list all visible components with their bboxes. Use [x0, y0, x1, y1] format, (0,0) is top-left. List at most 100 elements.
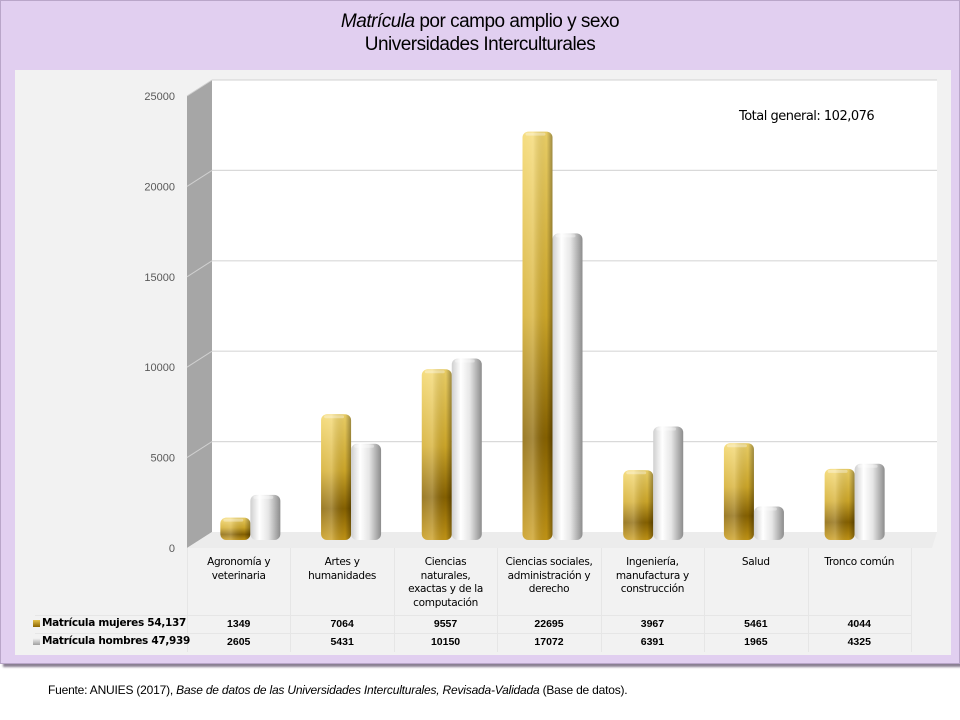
bar-hombres: [753, 506, 784, 540]
bar-mujeres-highlight: [827, 469, 848, 473]
chart-svg: 0 5000 10000 15000 20000 25000: [144, 79, 937, 555]
bar-hombres-body: [250, 494, 281, 540]
legend-label: Matrícula mujeres 54,137: [42, 617, 187, 629]
category-label-line: Ingeniería,: [626, 556, 679, 568]
table-col-divider: [704, 548, 706, 652]
category-label-line: administración y: [507, 569, 591, 582]
bar-mujeres-shade: [723, 443, 754, 540]
table-cell: 2605: [227, 636, 251, 648]
table-row-divider: [35, 615, 911, 616]
bar-mujeres-highlight: [626, 471, 647, 475]
bar-mujeres: [321, 414, 352, 540]
plot-area: 0 5000 10000 15000 20000 25000 Agronomía y vet…: [15, 70, 951, 655]
source-note: Fuente: ANUIES (2017), Base de datos de …: [48, 683, 628, 697]
table-cell: 5461: [744, 618, 768, 630]
y-tick-label: 25000: [144, 91, 175, 103]
source-suffix: (Base de datos).: [539, 683, 628, 697]
category-label: Agronomía y veterinaria: [187, 556, 290, 583]
category-label-line: computación: [413, 596, 478, 609]
y-tick-label: 10000: [144, 362, 175, 374]
category-label-line: construcción: [620, 583, 685, 595]
table-cell: 3967: [640, 618, 665, 630]
title-rest: por campo amplio y sexo: [414, 11, 620, 32]
gridline-side: [186, 441, 213, 459]
title-line2: Universidades Interculturales: [364, 34, 596, 55]
category-label-line: humanidades: [308, 569, 377, 582]
bar-mujeres-highlight: [726, 444, 747, 448]
category-label-line: manufactura y: [615, 569, 689, 582]
gridline-side: [186, 79, 213, 97]
bar-mujeres: [723, 443, 754, 540]
category-label-line: Artes y: [324, 556, 360, 568]
bar-mujeres-shade: [522, 131, 553, 540]
table-col-divider: [600, 548, 602, 652]
bar-mujeres: [623, 470, 654, 540]
bar-mujeres-shade: [623, 470, 654, 540]
category-label: Ciencias sociales, administración y derech…: [497, 556, 600, 597]
table-cell: 1965: [744, 636, 768, 648]
bar-hombres-highlight: [253, 495, 274, 499]
bar-mujeres-shade: [321, 414, 352, 540]
bar-mujeres-highlight: [525, 132, 546, 136]
legend-label: Matrícula hombres 47,939: [42, 635, 191, 647]
bar-hombres-body: [653, 426, 684, 540]
legend-mujeres: Matrícula mujeres 54,137: [33, 617, 186, 629]
gridline-side: [186, 169, 213, 187]
bar-hombres-highlight: [756, 507, 777, 511]
bar-hombres: [351, 443, 382, 540]
table-cell: 22695: [534, 618, 564, 630]
table-col-divider: [393, 548, 395, 652]
category-label: Tronco común: [808, 556, 911, 570]
y-tick-label: 5000: [151, 453, 175, 465]
chart-title: Matrícula por campo amplio y sexo Univer…: [0, 10, 960, 56]
y-tick-label: 20000: [144, 181, 175, 193]
total-label: Total general: 102,076: [739, 109, 875, 124]
bar-hombres-body: [753, 506, 784, 540]
bar-hombres: [451, 358, 482, 540]
bar-mujeres: [824, 468, 855, 540]
legend-swatch: [33, 637, 40, 645]
category-label-line: veterinaria: [211, 569, 266, 582]
source-prefix: Fuente: ANUIES (2017),: [48, 683, 177, 697]
bar-mujeres-shade: [824, 468, 855, 540]
bar-mujeres-highlight: [424, 370, 445, 374]
y-axis-ticks: 0 5000 10000 15000 20000 25000: [144, 91, 175, 555]
bar-hombres-highlight: [857, 464, 878, 468]
category-label-line: derecho: [528, 583, 570, 595]
bar-mujeres: [220, 517, 251, 540]
bar-hombres: [854, 463, 885, 540]
legend-hombres: Matrícula hombres 47,939: [33, 635, 190, 647]
table-col-divider: [290, 548, 292, 652]
category-label: Ingeniería, manufactura y construcción: [601, 556, 704, 597]
category-label: Salud: [704, 556, 807, 570]
table-row-divider: [35, 633, 911, 634]
category-label-line: Agronomía y: [207, 556, 271, 568]
category-label-line: naturales,: [420, 569, 471, 582]
table-cell: 6391: [640, 636, 665, 648]
bar-hombres-highlight: [555, 234, 576, 238]
title-italic: Matrícula: [340, 11, 415, 32]
bar-mujeres-highlight: [324, 415, 345, 419]
table-col-divider: [911, 548, 912, 652]
bar-mujeres-shade: [421, 369, 452, 540]
bar-hombres-body: [351, 443, 382, 540]
category-label-line: Salud: [741, 556, 770, 568]
table-cell: 5431: [330, 636, 354, 648]
bar-hombres: [653, 426, 684, 540]
legend-swatch: [33, 619, 40, 627]
gridline-side: [186, 350, 213, 368]
bar-mujeres-shade: [220, 517, 251, 540]
bar-hombres-highlight: [656, 427, 677, 431]
category-label-line: exactas y de la: [408, 583, 484, 595]
table-col-divider: [497, 548, 499, 652]
table-cell: 4325: [847, 636, 871, 648]
bar-hombres: [552, 233, 583, 540]
bars: [220, 131, 885, 540]
bar-hombres-body: [552, 233, 583, 540]
table-col-divider: [807, 548, 809, 652]
bar-hombres-body: [451, 358, 482, 540]
table-cell: 10150: [430, 636, 461, 648]
category-label-line: Tronco común: [824, 556, 895, 568]
gridline-side: [186, 260, 213, 278]
bar-mujeres-highlight: [223, 518, 244, 522]
